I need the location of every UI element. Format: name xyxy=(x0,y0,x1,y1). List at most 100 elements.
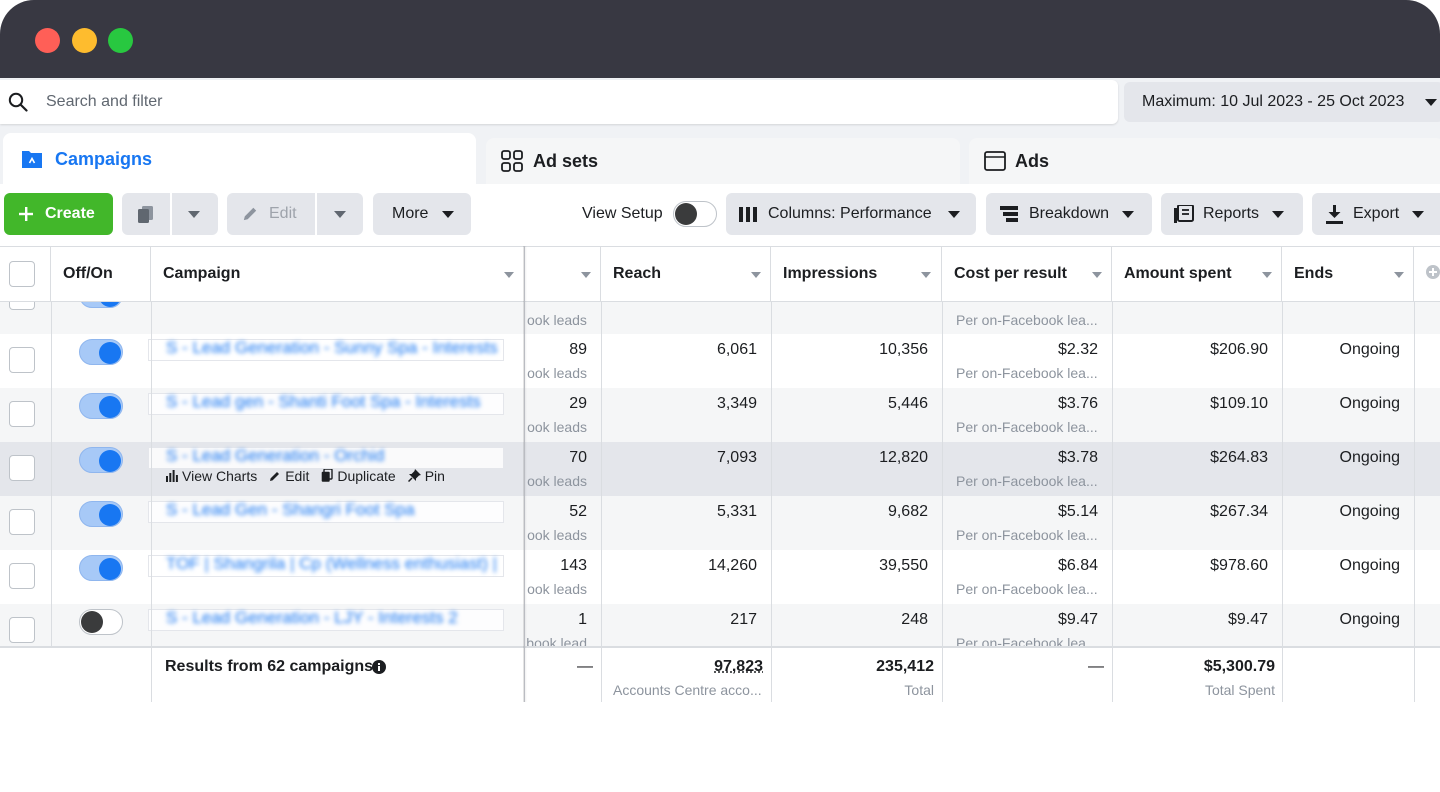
edit-button-group[interactable]: Edit xyxy=(227,193,363,235)
row-checkbox[interactable] xyxy=(9,563,35,589)
row-checkbox[interactable] xyxy=(9,455,35,481)
ends-value: Ongoing xyxy=(1339,341,1401,358)
chevron-down-icon[interactable] xyxy=(334,211,346,218)
duplicate-button-group[interactable] xyxy=(122,193,218,235)
table-row[interactable]: S - Lead Generation - Sunny Spa - Intere… xyxy=(0,334,1440,388)
minimize-window-button[interactable] xyxy=(72,28,97,53)
column-header-cost-per-result[interactable]: Cost per result xyxy=(942,247,1112,301)
sort-icon[interactable] xyxy=(1394,272,1404,278)
edit-link[interactable]: Edit xyxy=(269,468,309,484)
results-value: 29 xyxy=(569,395,587,412)
folder-icon xyxy=(22,151,42,168)
campaign-toggle[interactable] xyxy=(79,339,123,365)
row-checkbox[interactable] xyxy=(9,347,35,373)
campaign-name-link[interactable]: S - Lead gen - Shanti Foot Spa - Interes… xyxy=(166,392,481,411)
cost-per-result-type: Per on-Facebook lea... xyxy=(956,312,1098,328)
add-column-icon[interactable] xyxy=(1426,265,1440,279)
duplicate-icon xyxy=(322,468,334,482)
column-header-impressions[interactable]: Impressions xyxy=(771,247,942,301)
totals-label: Results from 62 campaigns xyxy=(165,658,374,675)
campaign-toggle[interactable] xyxy=(79,393,123,419)
table-row[interactable]: S - Lead Gen - Shangri Foot Spa 52 ook lea… xyxy=(0,496,1440,550)
search-input[interactable] xyxy=(46,80,1046,124)
campaign-name-link[interactable]: S - Lead Generation - Sunny Spa - Intere… xyxy=(166,338,502,357)
tab-campaigns[interactable]: Campaigns xyxy=(3,133,476,189)
total-reach[interactable]: 97,823 xyxy=(714,658,763,675)
export-label: Export xyxy=(1353,205,1400,222)
column-label: Cost per result xyxy=(954,265,1067,282)
sort-icon[interactable] xyxy=(581,272,591,278)
cost-per-result-type: Per on-Facebook lea... xyxy=(956,365,1098,381)
campaign-name-link[interactable]: S - Lead Gen - Shangri Foot Spa xyxy=(166,500,415,519)
column-header-amount-spent[interactable]: Amount spent xyxy=(1112,247,1282,301)
row-checkbox[interactable] xyxy=(9,509,35,535)
column-header-ends[interactable]: Ends xyxy=(1282,247,1414,301)
grid-icon xyxy=(501,150,523,172)
campaign-name-link[interactable]: S - Lead Generation - LJY - Interests 2 xyxy=(166,608,458,627)
tab-ads[interactable]: Ads xyxy=(969,138,1440,190)
column-header-results[interactable] xyxy=(525,247,601,301)
sort-icon[interactable] xyxy=(1092,272,1102,278)
campaign-toggle[interactable] xyxy=(79,555,123,581)
duplicate-link[interactable]: Duplicate xyxy=(321,468,396,484)
campaign-name-link[interactable]: S - Lead Generation - Orchid xyxy=(166,446,385,465)
add-column-cell xyxy=(1414,247,1440,301)
row-checkbox[interactable] xyxy=(9,617,35,643)
total-results: — xyxy=(577,658,593,675)
sort-icon[interactable] xyxy=(751,272,761,278)
chevron-down-icon[interactable] xyxy=(188,211,200,218)
ad-window-icon xyxy=(984,151,1006,171)
close-window-button[interactable] xyxy=(35,28,60,53)
campaign-toggle[interactable] xyxy=(79,501,123,527)
duplicate-icon xyxy=(138,206,153,223)
column-header-campaign[interactable]: Campaign xyxy=(151,247,525,301)
select-all-checkbox[interactable] xyxy=(9,261,35,287)
campaign-toggle[interactable] xyxy=(79,609,123,635)
results-type: ook leads xyxy=(527,419,587,435)
tab-ad-sets[interactable]: Ad sets xyxy=(486,138,960,190)
table-row[interactable]: TOF | Shangrila | Cp (Wellness enthusias… xyxy=(0,550,1440,604)
sort-icon[interactable] xyxy=(1262,272,1272,278)
create-button[interactable]: Create xyxy=(4,193,113,235)
campaign-toggle[interactable] xyxy=(79,447,123,473)
sort-icon[interactable] xyxy=(504,272,514,278)
export-button[interactable]: Export xyxy=(1312,193,1440,235)
sort-icon[interactable] xyxy=(921,272,931,278)
column-header-reach[interactable]: Reach xyxy=(601,247,771,301)
impressions-value: 39,550 xyxy=(879,557,928,574)
select-all-cell xyxy=(0,247,51,301)
table-row[interactable]: S - Lead gen - Shanti Foot Spa - Interes… xyxy=(0,388,1440,442)
tab-label: Ad sets xyxy=(533,151,599,171)
reports-button[interactable]: Reports xyxy=(1161,193,1303,235)
maximize-window-button[interactable] xyxy=(108,28,133,53)
pin-link[interactable]: Pin xyxy=(407,468,445,484)
chevron-down-icon xyxy=(948,211,960,218)
table-row[interactable]: S - Lead Generation - Orchid 70 ook leads 7… xyxy=(0,442,1440,496)
pencil-icon xyxy=(243,207,257,221)
total-impressions: 235,412 xyxy=(876,658,934,675)
view-setup-toggle[interactable] xyxy=(673,201,717,227)
more-button[interactable]: More xyxy=(373,193,471,235)
breakdown-icon xyxy=(1000,206,1018,222)
date-range-picker[interactable]: Maximum: 10 Jul 2023 - 25 Oct 2023 xyxy=(1124,82,1440,122)
breakdown-button[interactable]: Breakdown xyxy=(986,193,1152,235)
view-charts-link[interactable]: View Charts xyxy=(166,468,257,484)
window-titlebar xyxy=(0,0,1440,78)
amount-spent-value: $9.47 xyxy=(1227,611,1268,628)
column-header-offon[interactable]: Off/On xyxy=(51,247,151,301)
search-bar[interactable] xyxy=(0,80,1118,124)
action-label: View Charts xyxy=(182,468,258,484)
results-type: ook leads xyxy=(527,527,587,543)
reach-value: 3,349 xyxy=(716,395,757,412)
columns-button[interactable]: Columns: Performance xyxy=(726,193,976,235)
row-actions: View Charts Edit Duplicate Pin xyxy=(166,468,457,484)
chevron-down-icon xyxy=(1122,211,1134,218)
cost-per-result-type: Per on-Facebook lea... xyxy=(956,473,1098,489)
campaign-name-cell xyxy=(148,393,504,415)
campaign-name-link[interactable]: TOF | Shangrila | Cp (Wellness enthusias… xyxy=(166,554,502,573)
chevron-down-icon xyxy=(1272,211,1284,218)
total-amount-spent-sub: Total Spent xyxy=(1204,682,1275,698)
column-label: Reach xyxy=(613,265,662,282)
info-icon[interactable] xyxy=(372,660,386,674)
row-checkbox[interactable] xyxy=(9,401,35,427)
